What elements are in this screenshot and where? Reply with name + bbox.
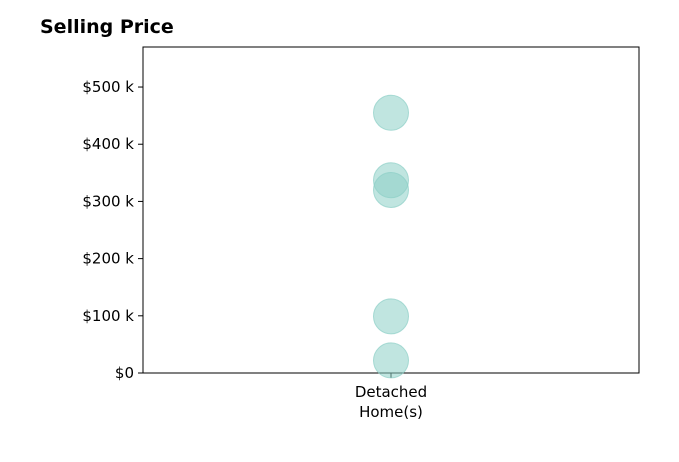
data-points [373, 94, 409, 379]
y-tick-label: $100 k [82, 307, 134, 325]
y-tick-label: $500 k [82, 78, 134, 96]
data-point [373, 171, 409, 208]
data-point [373, 298, 409, 335]
y-tick-label: $0 [115, 364, 134, 382]
y-tick-label: $300 k [82, 192, 134, 210]
chart-title: Selling Price [40, 16, 174, 38]
y-tick-label: $200 k [82, 250, 134, 268]
y-tick-label: $400 k [82, 135, 134, 153]
data-point [373, 342, 409, 379]
x-axis: Detached Home(s) [355, 373, 427, 421]
x-tick-label: Detached Home(s) [355, 383, 427, 421]
data-point [373, 94, 409, 131]
y-axis: $0 $100 k $200 k $300 k $400 k $500 k [82, 78, 143, 382]
